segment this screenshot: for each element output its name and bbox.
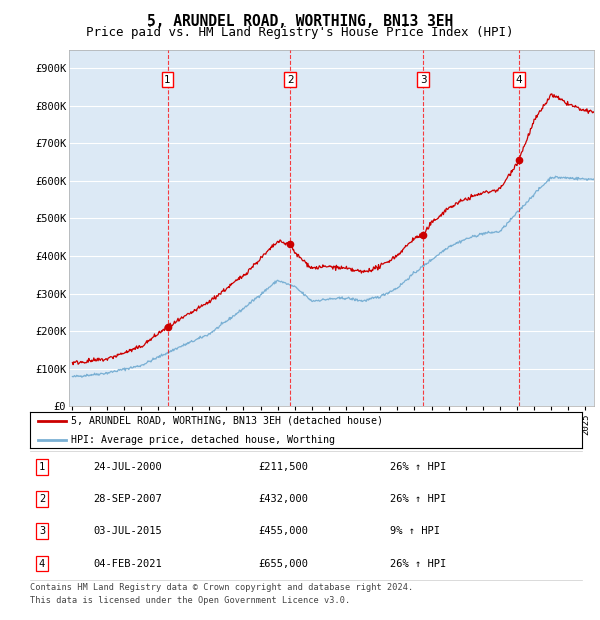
Text: 4: 4 — [515, 74, 522, 84]
Text: 5, ARUNDEL ROAD, WORTHING, BN13 3EH: 5, ARUNDEL ROAD, WORTHING, BN13 3EH — [147, 14, 453, 29]
Text: £432,000: £432,000 — [258, 494, 308, 504]
Text: £455,000: £455,000 — [258, 526, 308, 536]
Text: Contains HM Land Registry data © Crown copyright and database right 2024.: Contains HM Land Registry data © Crown c… — [30, 583, 413, 592]
Text: 26% ↑ HPI: 26% ↑ HPI — [390, 494, 446, 504]
Text: £655,000: £655,000 — [258, 559, 308, 569]
Text: 1: 1 — [39, 462, 45, 472]
Text: £211,500: £211,500 — [258, 462, 308, 472]
Text: 28-SEP-2007: 28-SEP-2007 — [93, 494, 162, 504]
Text: 04-FEB-2021: 04-FEB-2021 — [93, 559, 162, 569]
Text: HPI: Average price, detached house, Worthing: HPI: Average price, detached house, Wort… — [71, 435, 335, 445]
Text: 5, ARUNDEL ROAD, WORTHING, BN13 3EH (detached house): 5, ARUNDEL ROAD, WORTHING, BN13 3EH (det… — [71, 415, 383, 426]
Text: 4: 4 — [39, 559, 45, 569]
Text: This data is licensed under the Open Government Licence v3.0.: This data is licensed under the Open Gov… — [30, 596, 350, 606]
Text: Price paid vs. HM Land Registry's House Price Index (HPI): Price paid vs. HM Land Registry's House … — [86, 26, 514, 39]
Text: 3: 3 — [419, 74, 427, 84]
Text: 26% ↑ HPI: 26% ↑ HPI — [390, 462, 446, 472]
Text: 2: 2 — [39, 494, 45, 504]
Text: 03-JUL-2015: 03-JUL-2015 — [93, 526, 162, 536]
Text: 26% ↑ HPI: 26% ↑ HPI — [390, 559, 446, 569]
Text: 2: 2 — [287, 74, 293, 84]
Text: 3: 3 — [39, 526, 45, 536]
Text: 24-JUL-2000: 24-JUL-2000 — [93, 462, 162, 472]
Text: 1: 1 — [164, 74, 171, 84]
Text: 9% ↑ HPI: 9% ↑ HPI — [390, 526, 440, 536]
